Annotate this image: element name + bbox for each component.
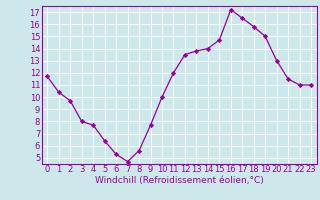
X-axis label: Windchill (Refroidissement éolien,°C): Windchill (Refroidissement éolien,°C) <box>95 176 264 185</box>
